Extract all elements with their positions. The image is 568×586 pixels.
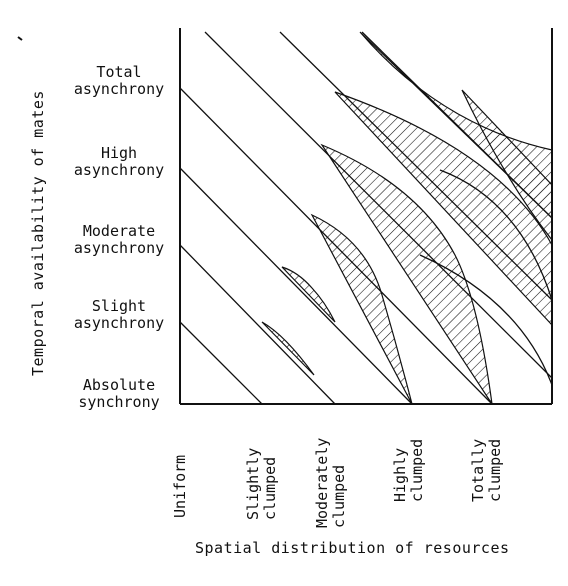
x-axis-title: Spatial distribution of resources — [195, 539, 510, 557]
x-level-uniform: Uniform — [171, 454, 189, 518]
x-level-line: clumped — [261, 456, 279, 520]
contour-line-2 — [179, 244, 336, 405]
x-level-line: clumped — [408, 438, 426, 502]
contour-curve-upper — [439, 169, 553, 301]
contour-line-4 — [179, 87, 493, 405]
x-level-line: Totally — [469, 438, 487, 502]
y-level-line: synchrony — [78, 393, 160, 411]
y-level-moderate-asynchrony: Moderate asynchrony — [64, 223, 174, 257]
y-level-slight-asynchrony: Slight asynchrony — [64, 298, 174, 332]
contour-line-5 — [204, 31, 553, 379]
hatched-region-edge-wedge — [461, 89, 553, 242]
contour-line-3 — [179, 167, 413, 405]
x-level-line: clumped — [486, 438, 504, 502]
x-level-totally-clumped: Totally clumped — [469, 438, 504, 502]
contour-curve-lower — [419, 254, 553, 386]
y-level-absolute-synchrony: Absolute synchrony — [64, 377, 174, 411]
hatched-region-very-high — [320, 143, 493, 405]
x-level-highly-clumped: Highly clumped — [391, 438, 426, 502]
contour-lines — [179, 31, 553, 405]
y-level-line: asynchrony — [73, 314, 165, 332]
y-level-line: Moderate — [82, 222, 156, 240]
hatched-region-moderate — [281, 266, 336, 323]
y-axis-title: Temporal availability of mates — [29, 90, 47, 376]
contour-line-6 — [279, 31, 553, 301]
x-level-line: clumped — [330, 464, 348, 528]
y-level-high-asynchrony: High asynchrony — [64, 145, 174, 179]
hatched-region-high — [310, 213, 413, 405]
corner-tick — [17, 36, 23, 41]
y-level-line: Absolute — [82, 376, 156, 394]
x-level-line: Uniform — [171, 454, 189, 518]
contour-line-1 — [179, 321, 263, 405]
y-level-line: asynchrony — [73, 239, 165, 257]
x-level-line: Moderately — [313, 437, 331, 528]
y-level-line: High — [100, 144, 138, 162]
x-level-line: Highly — [391, 447, 409, 502]
y-level-total-asynchrony: Total asynchrony — [64, 64, 174, 98]
contour-line-7 — [361, 31, 553, 219]
x-level-slightly-clumped: Slightly clumped — [244, 447, 279, 520]
hatched-region-slight — [261, 321, 315, 376]
hatched-region-total-lower — [334, 91, 553, 327]
y-level-line: asynchrony — [73, 161, 165, 179]
y-level-line: Slight — [91, 297, 147, 315]
y-level-line: Total — [96, 63, 142, 81]
x-level-line: Slightly — [244, 447, 262, 520]
x-level-moderately-clumped: Moderately clumped — [313, 437, 348, 528]
y-level-line: asynchrony — [73, 80, 165, 98]
